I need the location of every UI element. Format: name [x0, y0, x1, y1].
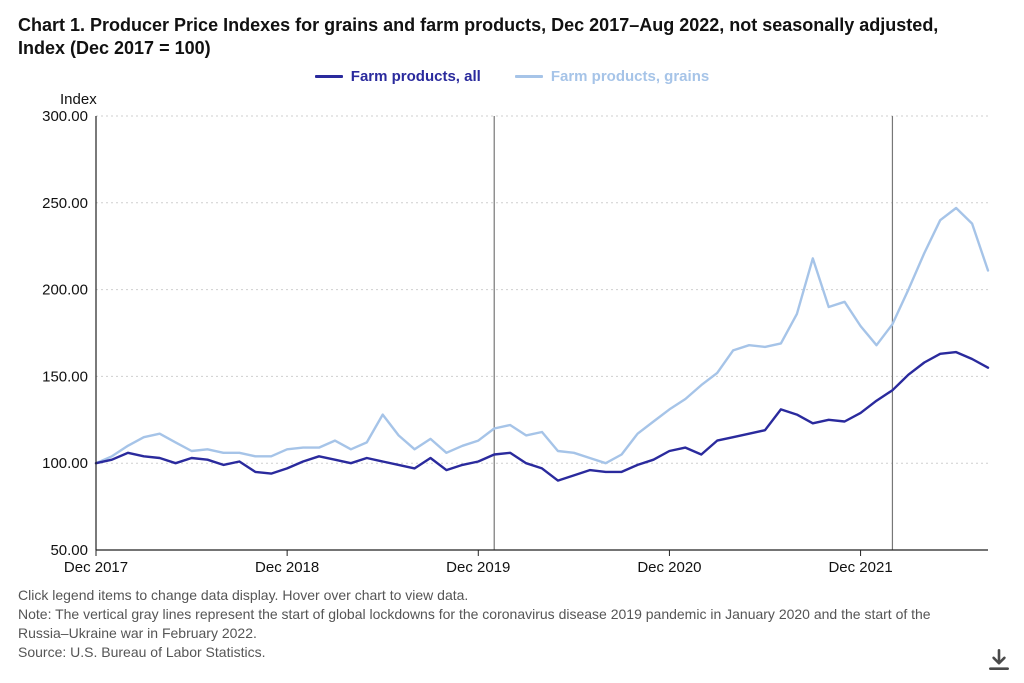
chart-title: Chart 1. Producer Price Indexes for grai…	[18, 14, 978, 60]
chart-svg: 50.00 100.00 150.00 200.00 250.00 300.00 Dec 2…	[18, 110, 1006, 580]
legend-item-all[interactable]: Farm products, all	[315, 68, 481, 85]
legend-swatch-grains	[515, 75, 543, 78]
x-tick-label: Dec 2017	[64, 559, 128, 576]
x-tick-label: Dec 2021	[828, 559, 892, 576]
x-tick-label: Dec 2020	[637, 559, 701, 576]
legend-swatch-all	[315, 75, 343, 78]
y-tick-label: 150.00	[42, 368, 88, 385]
footnotes: Click legend items to change data displa…	[18, 586, 958, 662]
x-tick-label: Dec 2019	[446, 559, 510, 576]
y-tick-label: 200.00	[42, 282, 88, 299]
chart-container: Chart 1. Producer Price Indexes for grai…	[0, 0, 1024, 683]
y-axis-title: Index	[60, 91, 1006, 108]
footnote-note: Note: The vertical gray lines represent …	[18, 605, 958, 643]
legend: Farm products, all Farm products, grains	[18, 68, 1006, 85]
footnote-source: Source: U.S. Bureau of Labor Statistics.	[18, 643, 958, 662]
y-tick-label: 50.00	[50, 542, 88, 559]
download-icon[interactable]	[986, 647, 1012, 673]
y-tick-label: 250.00	[42, 195, 88, 212]
legend-label: Farm products, all	[351, 68, 481, 85]
legend-item-grains[interactable]: Farm products, grains	[515, 68, 709, 85]
plot-area[interactable]: 50.00 100.00 150.00 200.00 250.00 300.00 Dec 2…	[18, 110, 1006, 580]
series-grains	[96, 208, 988, 463]
y-tick-label: 100.00	[42, 455, 88, 472]
y-tick-label: 300.00	[42, 110, 88, 125]
footnote-interact: Click legend items to change data displa…	[18, 586, 958, 605]
x-tick-label: Dec 2018	[255, 559, 319, 576]
legend-label: Farm products, grains	[551, 68, 709, 85]
series-all	[96, 352, 988, 481]
